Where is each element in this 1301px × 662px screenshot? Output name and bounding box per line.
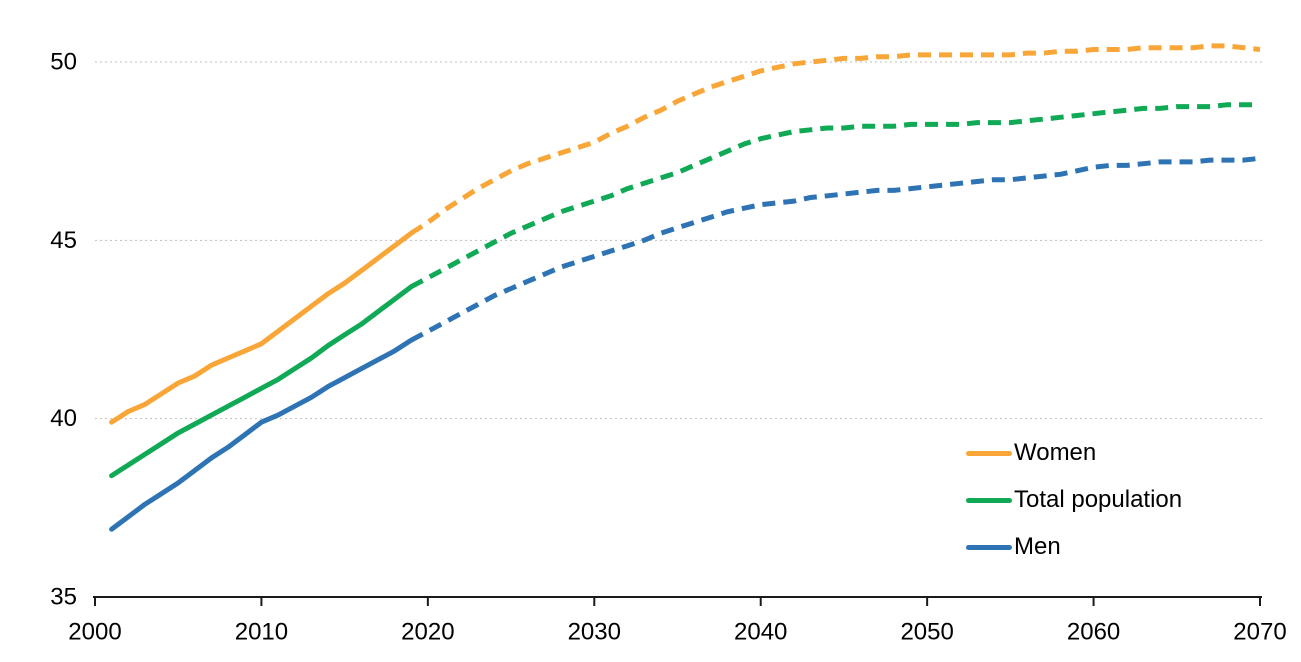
x-tick-label-2040: 2040 (734, 619, 787, 646)
x-tick-label-2030: 2030 (568, 619, 621, 646)
y-tick-label-50: 50 (50, 49, 77, 76)
series-line-men-projected (410, 155, 1261, 343)
series-line-total-population-projected (410, 102, 1260, 289)
series-line-women-projected (409, 43, 1261, 236)
series-line-total-population-observed (109, 284, 414, 479)
legend-item-total-population: Total population (966, 485, 1182, 515)
y-tick-label-45: 45 (50, 227, 77, 254)
x-tick-label-2000: 2000 (68, 619, 121, 646)
legend-label-men: Men (1014, 533, 1061, 560)
x-tick-label-2020: 2020 (401, 619, 454, 646)
legend-swatch-women-icon (966, 450, 1012, 456)
legend-item-women: Women (966, 438, 1182, 468)
legend-swatch-total-population-icon (966, 497, 1012, 503)
x-tick-label-2070: 2070 (1233, 619, 1286, 646)
y-tick-label-35: 35 (50, 584, 77, 611)
y-tick-label-40: 40 (50, 405, 77, 432)
x-tick-label-2010: 2010 (235, 619, 288, 646)
legend-swatch-men-icon (966, 544, 1012, 550)
legend-label-women: Women (1014, 439, 1097, 466)
x-tick-label-2050: 2050 (900, 619, 953, 646)
legend-label-total-population: Total population (1014, 486, 1183, 513)
legend: Women Total population Men (966, 438, 1182, 579)
series-line-women-observed (109, 230, 414, 425)
x-tick-label-2060: 2060 (1067, 619, 1120, 646)
legend-item-men: Men (966, 532, 1182, 562)
series-line-men-observed (109, 337, 414, 532)
